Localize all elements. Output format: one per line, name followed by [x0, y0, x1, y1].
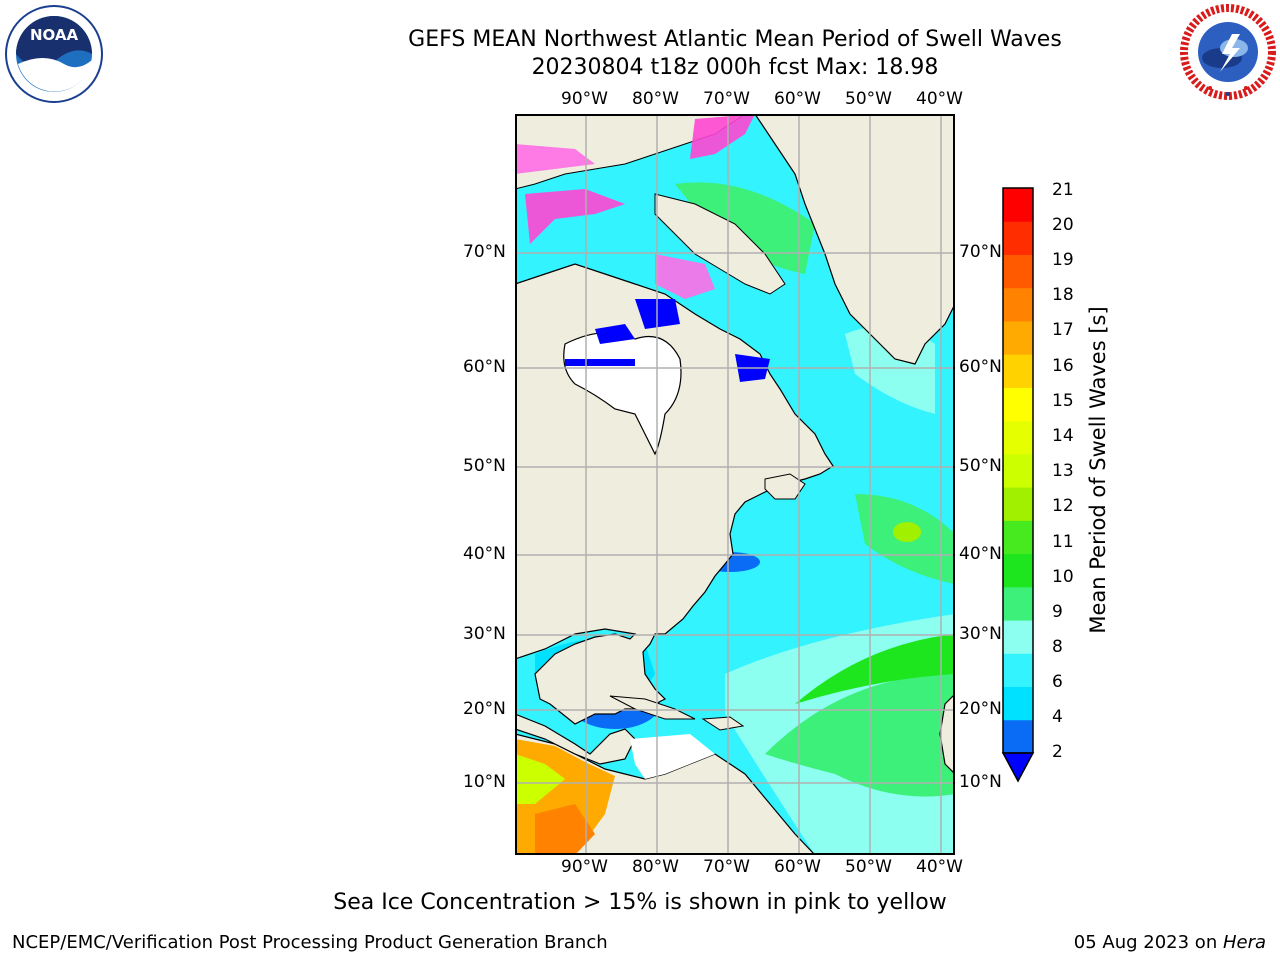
top-lon-label: 50°W: [845, 89, 892, 109]
right-lat-label: 10°N: [959, 772, 1002, 792]
colorbar-tick: 21: [1052, 180, 1074, 200]
bottom-lon-label: 50°W: [845, 857, 892, 877]
colorbar-tick: 12: [1052, 496, 1074, 516]
right-lat-label: 30°N: [959, 624, 1002, 644]
colorbar-tick: 15: [1052, 391, 1074, 411]
sea-ice: [655, 254, 715, 299]
colorbar-swatch: [1003, 719, 1033, 754]
colorbar-swatch: [1003, 453, 1033, 488]
colorbar-swatch: [1003, 553, 1033, 588]
noaa-logo: NOAA: [5, 5, 103, 103]
footer-credit: NCEP/EMC/Verification Post Processing Pr…: [12, 932, 608, 953]
right-lat-label: 50°N: [959, 456, 1002, 476]
colorbar-tick: 14: [1052, 426, 1074, 446]
inland-high-period: [515, 754, 565, 804]
colorbar-swatch: [1003, 387, 1033, 422]
inland-high-period: [535, 804, 595, 855]
colorbar-tick: 10: [1052, 567, 1074, 587]
colorbar-tick: 18: [1052, 285, 1074, 305]
colorbar-swatch: [1003, 254, 1033, 289]
bottom-lon-label: 60°W: [774, 857, 821, 877]
swell-field-green: [675, 182, 815, 274]
colorbar-swatch: [1003, 320, 1033, 355]
noaa-logo-text: NOAA: [30, 26, 79, 44]
footer-date-text: 05 Aug 2023 on: [1073, 932, 1223, 953]
left-lat-label: 10°N: [463, 772, 506, 792]
sea-ice-note: Sea Ice Concentration > 15% is shown in …: [333, 890, 947, 915]
colorbar-swatch: [1003, 653, 1033, 688]
colorbar-swatch: [1003, 188, 1033, 222]
colorbar: [1001, 187, 1035, 783]
left-lat-label: 50°N: [463, 456, 506, 476]
colorbar-tick: 11: [1052, 532, 1074, 552]
sea-ice-low: [595, 324, 635, 344]
left-lat-label: 20°N: [463, 699, 506, 719]
colorbar-tick: 4: [1052, 707, 1063, 727]
colorbar-swatch: [1003, 520, 1033, 555]
colorbar-swatch: [1003, 287, 1033, 322]
land-hispaniola: [701, 716, 745, 731]
right-lat-label: 40°N: [959, 544, 1002, 564]
left-lat-label: 70°N: [463, 242, 506, 262]
colorbar-label: Mean Period of Swell Waves [s]: [1086, 306, 1110, 634]
sea-ice-low: [565, 359, 635, 366]
left-lat-label: 40°N: [463, 544, 506, 564]
colorbar-tick: 20: [1052, 215, 1074, 235]
colorbar-tick: 2: [1052, 742, 1063, 762]
bottom-lon-label: 70°W: [703, 857, 750, 877]
sea-ice: [690, 114, 755, 159]
nws-logo: [1180, 4, 1276, 100]
land-greenland: [754, 114, 955, 365]
colorbar-swatch: [1003, 420, 1033, 455]
colorbar-tick: 9: [1052, 602, 1063, 622]
sea-ice: [515, 144, 595, 174]
swell-field-green: [765, 674, 955, 797]
right-lat-label: 60°N: [959, 357, 1002, 377]
footer-host: Hera: [1222, 932, 1266, 953]
bottom-lon-label: 40°W: [916, 857, 963, 877]
left-lat-label: 60°N: [463, 357, 506, 377]
right-lat-label: 70°N: [959, 242, 1002, 262]
colorbar-tick: 17: [1052, 320, 1074, 340]
land-central-america: [515, 713, 636, 765]
sea-ice: [525, 189, 625, 244]
colorbar-tick: 16: [1052, 356, 1074, 376]
right-lat-label: 20°N: [959, 699, 1002, 719]
bottom-lon-label: 90°W: [561, 857, 608, 877]
swell-field-yellow: [893, 522, 921, 542]
top-lon-label: 80°W: [632, 89, 679, 109]
colorbar-swatch: [1003, 620, 1033, 654]
bottom-lon-label: 80°W: [632, 857, 679, 877]
swell-field-green: [795, 634, 955, 704]
graticule: [515, 114, 955, 855]
chart-title: GEFS MEAN Northwest Atlantic Mean Period…: [408, 27, 1062, 52]
no-data-region: [630, 734, 715, 779]
land-cuba: [609, 695, 696, 720]
colorbar-swatch: [1003, 487, 1033, 521]
top-lon-label: 60°W: [774, 89, 821, 109]
colorbar-tick: 13: [1052, 461, 1074, 481]
colorbar-swatch: [1003, 354, 1033, 388]
colorbar-tick: 6: [1052, 672, 1063, 692]
colorbar-swatch: [1003, 221, 1033, 255]
map-panel: [515, 114, 955, 855]
left-lat-label: 30°N: [463, 624, 506, 644]
land-west-africa: [939, 693, 955, 775]
colorbar-swatch: [1003, 686, 1033, 721]
colorbar-tick: 8: [1052, 637, 1063, 657]
colorbar-extend-arrow: [1001, 752, 1035, 783]
top-lon-label: 90°W: [561, 89, 608, 109]
footer-date: 05 Aug 2023 on Hera: [1074, 932, 1266, 953]
colorbar-tick: 19: [1052, 250, 1074, 270]
chart-subtitle: 20230804 t18z 000h fcst Max: 18.98: [531, 55, 939, 80]
top-lon-label: 40°W: [916, 89, 963, 109]
land-newfoundland: [764, 473, 806, 500]
colorbar-swatch: [1003, 586, 1033, 621]
top-lon-label: 70°W: [703, 89, 750, 109]
